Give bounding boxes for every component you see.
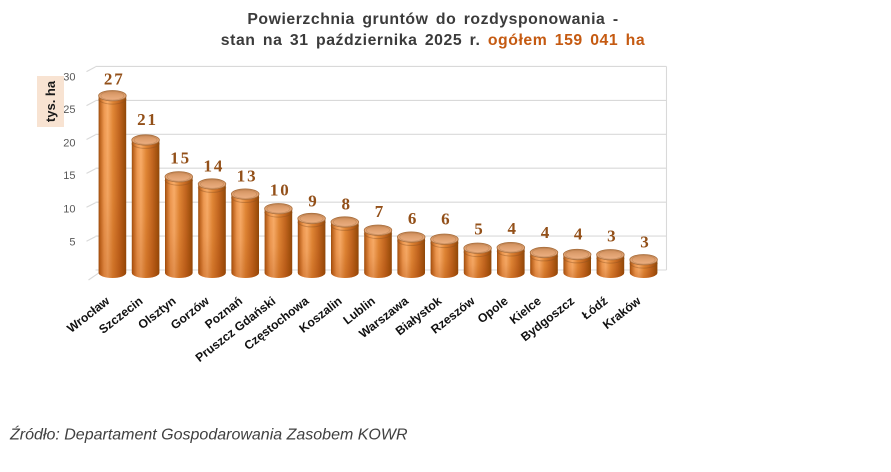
svg-text:15: 15 xyxy=(63,170,75,182)
svg-text:7: 7 xyxy=(375,202,385,221)
svg-text:tys. ha: tys. ha xyxy=(43,80,58,122)
svg-text:14: 14 xyxy=(203,157,224,176)
svg-text:9: 9 xyxy=(308,191,318,210)
svg-text:21: 21 xyxy=(137,110,158,129)
svg-text:20: 20 xyxy=(63,137,75,149)
svg-text:4: 4 xyxy=(507,219,517,238)
svg-text:25: 25 xyxy=(63,104,75,116)
svg-text:10: 10 xyxy=(63,203,75,215)
svg-text:10: 10 xyxy=(270,180,291,199)
svg-text:5: 5 xyxy=(69,237,75,249)
svg-text:30: 30 xyxy=(63,71,75,83)
svg-text:5: 5 xyxy=(474,220,484,239)
svg-text:3: 3 xyxy=(640,232,650,251)
svg-text:8: 8 xyxy=(341,195,351,214)
svg-text:6: 6 xyxy=(408,209,418,228)
svg-text:6: 6 xyxy=(441,210,451,229)
svg-text:3: 3 xyxy=(607,227,617,246)
svg-text:4: 4 xyxy=(574,224,584,243)
svg-text:4: 4 xyxy=(541,223,551,242)
svg-text:Powierzchnia gruntów do rozdys: Powierzchnia gruntów do rozdysponowania … xyxy=(247,11,618,28)
svg-text:15: 15 xyxy=(170,149,191,168)
svg-text:stan na 31 października 2025 r: stan na 31 października 2025 r. ogółem 1… xyxy=(221,32,645,49)
svg-text:13: 13 xyxy=(237,167,258,186)
svg-text:Źródło: Departament Gospodarow: Źródło: Departament Gospodarowania Zasob… xyxy=(9,425,408,444)
svg-text:27: 27 xyxy=(104,70,125,89)
